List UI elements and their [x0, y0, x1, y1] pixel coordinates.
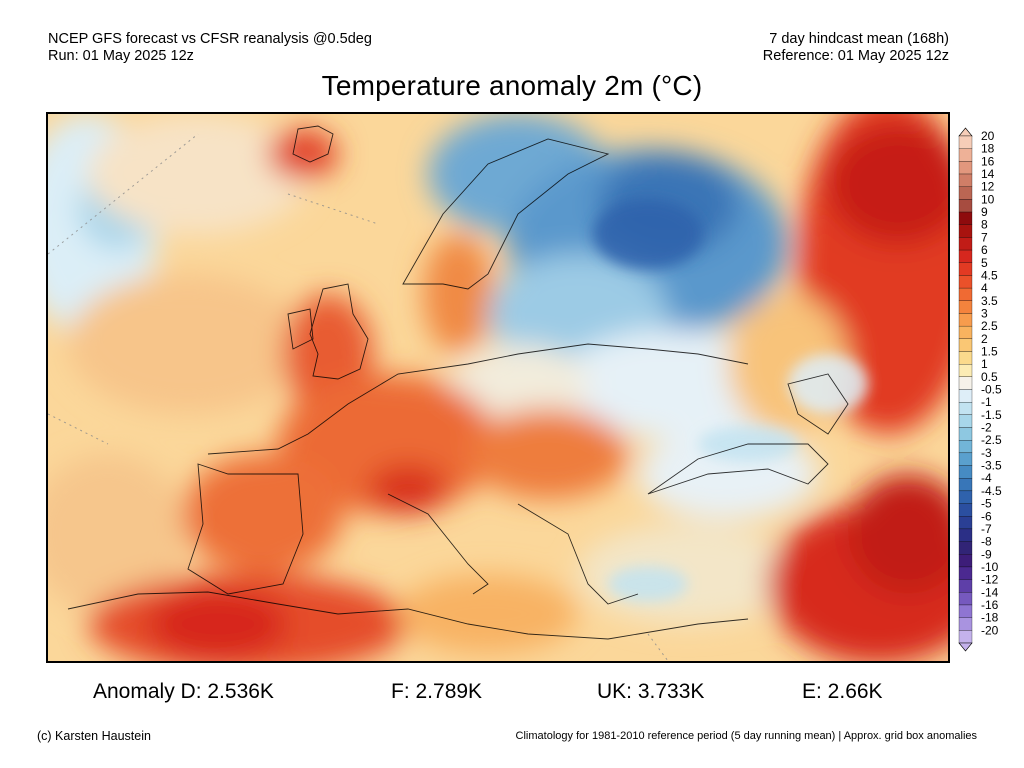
colorbar-swatch [958, 173, 973, 187]
colorbar-tick-label: -20 [981, 623, 999, 637]
colorbar-swatch [958, 211, 973, 225]
colorbar-swatch [958, 579, 973, 593]
colorbar-tick-label: 6 [981, 243, 988, 257]
colorbar-tick-label: -12 [981, 573, 999, 587]
colorbar-tick-label: 4.5 [981, 268, 998, 282]
colorbar-tick-label: -2 [981, 421, 992, 435]
colorbar-tick-label: -4 [981, 471, 992, 485]
colorbar-swatch [958, 465, 973, 479]
colorbar-bottom-extension [958, 642, 973, 652]
colorbar-tick-label: -3.5 [981, 459, 1002, 473]
colorbar-tick-label: 16 [981, 154, 995, 168]
colorbar-tick-label: 2 [981, 332, 988, 346]
colorbar-tick-label: 2.5 [981, 319, 998, 333]
colorbar-swatch [958, 604, 973, 618]
colorbar-swatch [958, 490, 973, 504]
colorbar-swatch [958, 440, 973, 454]
colorbar-swatch [958, 402, 973, 415]
colorbar-swatch [958, 224, 973, 238]
colorbar-swatch [958, 617, 973, 631]
colorbar-swatch [958, 313, 973, 327]
colorbar-tick-label: 1 [981, 357, 988, 371]
colorbar-tick-label: 9 [981, 205, 988, 219]
colorbar-tick-label: -1.5 [981, 408, 1002, 422]
colorbar-swatch [958, 516, 973, 530]
colorbar-swatch [958, 351, 973, 365]
anomaly-map [46, 112, 950, 663]
colorbar-tick-label: 18 [981, 142, 995, 156]
coastlines [67, 125, 849, 640]
colorbar-swatch [958, 135, 973, 149]
colorbar-tick-label: 14 [981, 167, 995, 181]
hindcast-description: 7 day hindcast mean (168h) [769, 31, 949, 47]
colorbar-tick-label: 3 [981, 306, 988, 320]
reference-date: Reference: 01 May 2025 12z [762, 48, 949, 64]
anomaly-f-value: F: 2.789K [391, 680, 483, 703]
colorbar-swatch [958, 237, 973, 251]
colorbar-tick-label: -10 [981, 560, 999, 574]
colorbar-tick-label: 7 [981, 230, 988, 244]
colorbar-tick-label: 12 [981, 180, 995, 194]
colorbar-swatch [958, 554, 973, 568]
anomaly-uk-value: UK: 3.733K [597, 680, 705, 703]
colorbar-swatch [958, 148, 973, 162]
colorbar-tick-label: 8 [981, 218, 988, 232]
colorbar-tick-label: -2.5 [981, 433, 1002, 447]
climatology-note: Climatology for 1981-2010 reference peri… [515, 730, 977, 742]
colorbar-tick-label: 0.5 [981, 370, 998, 384]
colorbar-tick-label: -3 [981, 446, 992, 460]
anomaly-d-value: Anomaly D: 2.536K [93, 680, 274, 703]
colorbar-swatch [958, 363, 973, 377]
colorbar-tick-label: 1.5 [981, 344, 998, 358]
colorbar-swatch [958, 325, 973, 339]
colorbar-swatch [958, 566, 973, 580]
anomaly-map-image [48, 114, 948, 661]
colorbar-swatch [958, 452, 973, 466]
colorbar-tick-label: -1 [981, 395, 992, 409]
colorbar-swatch [958, 338, 973, 352]
colorbar-tick-label: -7 [981, 522, 992, 536]
colorbar-tick-label: 10 [981, 192, 995, 206]
header-right: 7 day hindcast mean (168h) Reference: 01… [763, 31, 949, 65]
colorbar-swatch [958, 199, 973, 213]
colorbar-tick-label: 20 [981, 129, 995, 143]
colorbar-swatch [958, 414, 973, 428]
colorbar-swatch [958, 249, 973, 263]
colorbar-tick-label: 3.5 [981, 294, 998, 308]
model-run-description: NCEP GFS forecast vs CFSR reanalysis @0.… [48, 31, 372, 47]
colorbar-swatch [958, 275, 973, 289]
header-left: NCEP GFS forecast vs CFSR reanalysis @0.… [48, 31, 372, 65]
colorbar-swatch [958, 592, 973, 606]
colorbar-top-extension [958, 127, 973, 137]
colorbar-tick-label: -9 [981, 547, 992, 561]
colorbar-swatch [958, 300, 973, 314]
colorbar: 201816141210987654.543.532.521.510.5-0.5… [958, 127, 1002, 652]
colorbar-swatch [958, 528, 973, 542]
colorbar-tick-label: 4 [981, 281, 988, 295]
credit-text: (c) Karsten Haustein [37, 729, 151, 743]
anomaly-e-value: E: 2.66K [802, 680, 883, 703]
colorbar-tick-label: -16 [981, 598, 999, 612]
colorbar-swatch [958, 376, 973, 390]
colorbar-tick-label: -0.5 [981, 383, 1002, 397]
colorbar-tick-label: -14 [981, 585, 999, 599]
map-title: Temperature anomaly 2m (°C) [321, 70, 703, 101]
colorbar-swatch [958, 503, 973, 517]
colorbar-swatch [958, 478, 973, 492]
colorbar-tick-label: 5 [981, 256, 988, 270]
colorbar-tick-label: -5 [981, 497, 992, 511]
colorbar-swatch [958, 389, 973, 403]
colorbar-swatch [958, 186, 973, 200]
colorbar-swatch [958, 287, 973, 301]
colorbar-tick-label: -8 [981, 535, 992, 549]
colorbar-swatch [958, 630, 973, 644]
colorbar-tick-label: -6 [981, 509, 992, 523]
colorbar-swatch [958, 262, 973, 276]
colorbar-tick-label: -4.5 [981, 484, 1002, 498]
colorbar-tick-label: -18 [981, 611, 999, 625]
colorbar-swatch [958, 427, 973, 441]
colorbar-swatch [958, 161, 973, 175]
colorbar-swatch [958, 541, 973, 555]
run-date: Run: 01 May 2025 12z [48, 48, 194, 64]
